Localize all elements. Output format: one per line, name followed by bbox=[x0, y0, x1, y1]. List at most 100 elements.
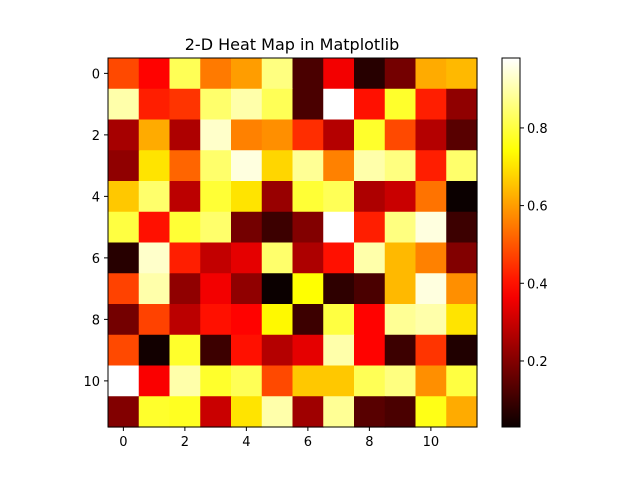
heatmap-cell bbox=[200, 365, 232, 397]
heatmap-cell bbox=[446, 304, 478, 336]
heatmap-cell bbox=[415, 58, 447, 90]
colorbar-tick-label: 0.2 bbox=[527, 355, 548, 370]
heatmap-cell bbox=[200, 211, 232, 244]
heatmap-cell bbox=[384, 334, 417, 367]
heatmap-cell bbox=[354, 211, 386, 244]
x-tick-label: 4 bbox=[242, 435, 250, 450]
heatmap-cell bbox=[292, 365, 324, 397]
heatmap-cell bbox=[200, 334, 232, 367]
heatmap-cell bbox=[138, 58, 171, 90]
heatmap-cell bbox=[138, 181, 171, 213]
heatmap-cell bbox=[261, 334, 294, 367]
heatmap-cell bbox=[169, 88, 201, 121]
heatmap-cell bbox=[138, 150, 171, 182]
heatmap-cell bbox=[292, 211, 324, 244]
heatmap-cell bbox=[200, 58, 232, 90]
heatmap-cell bbox=[169, 150, 201, 182]
heatmap-cell bbox=[231, 365, 263, 397]
heatmap-cell bbox=[200, 88, 232, 121]
heatmap-cell bbox=[169, 396, 201, 428]
heatmap-cell bbox=[108, 304, 140, 336]
heatmap-cell bbox=[292, 181, 324, 213]
heatmap-cell bbox=[323, 58, 355, 90]
heatmap-cell bbox=[108, 273, 140, 305]
heatmap-cell bbox=[108, 242, 140, 274]
heatmap-cell bbox=[415, 119, 447, 151]
heatmap-cell bbox=[323, 334, 355, 367]
heatmap-cell bbox=[354, 119, 386, 151]
heatmap-cell bbox=[415, 304, 447, 336]
colorbar-tick-label: 0.6 bbox=[527, 200, 548, 215]
heatmap-cell bbox=[323, 211, 355, 244]
y-tick-label: 2 bbox=[92, 129, 100, 144]
heatmap-cell bbox=[415, 334, 447, 367]
heatmap-cell bbox=[323, 365, 355, 397]
heatmap-cell bbox=[354, 58, 386, 90]
heatmap-cell bbox=[108, 211, 140, 244]
heatmap-cell bbox=[292, 396, 324, 428]
heatmap-cell bbox=[415, 365, 447, 397]
heatmap-cell bbox=[323, 242, 355, 274]
heatmap-cell bbox=[415, 150, 447, 182]
chart-title: 2-D Heat Map in Matplotlib bbox=[185, 35, 400, 54]
heatmap-cell bbox=[292, 273, 324, 305]
heatmap-cell bbox=[231, 119, 263, 151]
heatmap-cell bbox=[354, 304, 386, 336]
heatmap-cell bbox=[261, 119, 294, 151]
heatmap-cell bbox=[231, 396, 263, 428]
heatmap-cell bbox=[323, 396, 355, 428]
heatmap-cell bbox=[200, 396, 232, 428]
x-tick-label: 2 bbox=[181, 435, 189, 450]
heatmap-cell bbox=[231, 181, 263, 213]
heatmap-cell bbox=[200, 181, 232, 213]
heatmap-cell bbox=[446, 334, 478, 367]
y-tick-label: 8 bbox=[92, 313, 100, 328]
heatmap-cell bbox=[108, 181, 140, 213]
heatmap-cell bbox=[138, 88, 171, 121]
heatmap-cell bbox=[231, 304, 263, 336]
x-tick-label: 10 bbox=[423, 435, 440, 450]
y-tick-label: 4 bbox=[92, 190, 100, 205]
heatmap-cell bbox=[384, 88, 417, 121]
heatmap-cell bbox=[200, 119, 232, 151]
heatmap-cell bbox=[354, 365, 386, 397]
heatmap-cell bbox=[231, 58, 263, 90]
heatmap-cell bbox=[354, 150, 386, 182]
heatmap-cell bbox=[384, 181, 417, 213]
heatmap-cell bbox=[446, 211, 478, 244]
heatmap-cell bbox=[261, 242, 294, 274]
heatmap-cell bbox=[138, 304, 171, 336]
heatmap-cell bbox=[384, 58, 417, 90]
colorbar-tick-label: 0.4 bbox=[527, 277, 548, 292]
heatmap-cell bbox=[231, 242, 263, 274]
heatmap-cell bbox=[138, 242, 171, 274]
heatmap-cell bbox=[354, 242, 386, 274]
heatmap-cell bbox=[354, 88, 386, 121]
plot-frame bbox=[107, 57, 478, 428]
heatmap-cell bbox=[261, 396, 294, 428]
heatmap-cell bbox=[200, 150, 232, 182]
heatmap-cell bbox=[169, 58, 201, 90]
heatmap-cell bbox=[384, 365, 417, 397]
heatmap-cell bbox=[169, 181, 201, 213]
heatmap-cell bbox=[415, 211, 447, 244]
heatmap-cell bbox=[261, 273, 294, 305]
heatmap-cell bbox=[384, 242, 417, 274]
heatmap-cell bbox=[323, 304, 355, 336]
heatmap-cell bbox=[292, 304, 324, 336]
heatmap-cell bbox=[169, 304, 201, 336]
heatmap-cell bbox=[261, 211, 294, 244]
heatmap-cell bbox=[200, 273, 232, 305]
heatmap-cell bbox=[384, 304, 417, 336]
heatmap-cell bbox=[261, 365, 294, 397]
y-tick-label: 10 bbox=[83, 375, 100, 390]
heatmap-cell bbox=[323, 88, 355, 121]
heatmap-cell bbox=[323, 273, 355, 305]
heatmap-cell bbox=[292, 88, 324, 121]
heatmap-cell bbox=[323, 181, 355, 213]
heatmap-cell bbox=[292, 119, 324, 151]
heatmap-cell bbox=[108, 334, 140, 367]
heatmap-cell bbox=[231, 334, 263, 367]
